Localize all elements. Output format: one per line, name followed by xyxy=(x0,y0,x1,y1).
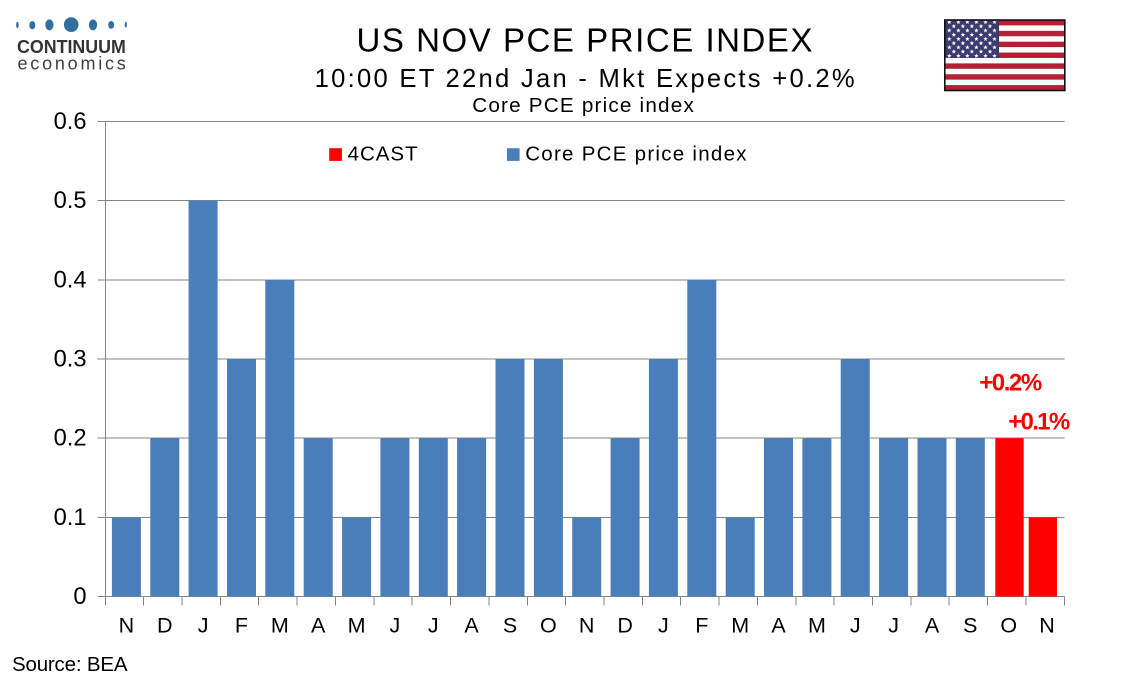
svg-text:Core PCE price index: Core PCE price index xyxy=(525,143,747,166)
svg-text:D: D xyxy=(617,614,633,638)
svg-text:+0.2%: +0.2% xyxy=(979,370,1042,397)
svg-text:J: J xyxy=(658,614,669,638)
svg-text:M: M xyxy=(808,614,826,638)
svg-text:J: J xyxy=(390,614,401,638)
svg-text:A: A xyxy=(925,614,940,638)
svg-text:O: O xyxy=(1000,614,1017,638)
svg-text:0.5: 0.5 xyxy=(54,188,87,214)
svg-text:N: N xyxy=(119,614,135,638)
svg-text:F: F xyxy=(235,614,248,638)
svg-text:M: M xyxy=(348,614,366,638)
svg-text:10:00 ET 22nd Jan - Mkt Expect: 10:00 ET 22nd Jan - Mkt Expects +0.2% xyxy=(315,65,855,93)
svg-text:S: S xyxy=(963,614,977,638)
svg-text:0.1: 0.1 xyxy=(54,505,87,531)
svg-text:economics: economics xyxy=(18,54,126,74)
svg-text:4CAST: 4CAST xyxy=(348,143,418,166)
svg-text:N: N xyxy=(1039,614,1055,638)
svg-text:Core PCE price index: Core PCE price index xyxy=(472,94,694,117)
svg-text:J: J xyxy=(888,614,899,638)
svg-text:0.2: 0.2 xyxy=(54,426,87,452)
svg-text:O: O xyxy=(540,614,557,638)
svg-text:M: M xyxy=(271,614,289,638)
svg-text:US NOV PCE PRICE INDEX: US NOV PCE PRICE INDEX xyxy=(357,22,813,59)
svg-text:A: A xyxy=(771,614,786,638)
svg-text:0.3: 0.3 xyxy=(54,347,87,373)
svg-text:F: F xyxy=(695,614,708,638)
svg-text:J: J xyxy=(850,614,861,638)
svg-text:+0.1%: +0.1% xyxy=(1008,408,1070,435)
svg-text:J: J xyxy=(428,614,439,638)
svg-text:J: J xyxy=(198,614,209,638)
svg-text:S: S xyxy=(503,614,517,638)
svg-text:0.4: 0.4 xyxy=(54,267,87,293)
svg-text:A: A xyxy=(311,614,326,638)
svg-text:CONTINUUM: CONTINUUM xyxy=(17,36,126,57)
svg-text:D: D xyxy=(157,614,173,638)
svg-text:0: 0 xyxy=(73,584,86,610)
svg-text:N: N xyxy=(579,614,595,638)
svg-text:M: M xyxy=(731,614,749,638)
svg-text:A: A xyxy=(464,614,479,638)
svg-text:Source: BEA: Source: BEA xyxy=(12,653,128,676)
svg-text:0.6: 0.6 xyxy=(54,109,87,135)
